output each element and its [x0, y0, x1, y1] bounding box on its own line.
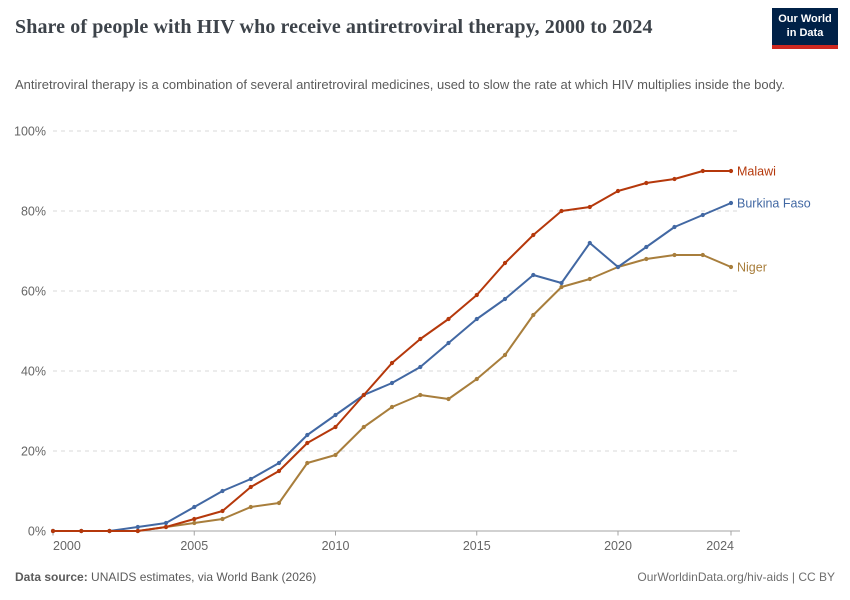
- series-label-niger: Niger: [737, 261, 767, 275]
- series-point-malawi: [220, 508, 225, 514]
- series-point-burkina-faso: [502, 296, 508, 302]
- series-point-burkina-faso: [728, 200, 734, 206]
- series-point-niger: [700, 252, 705, 258]
- series-point-malawi: [79, 528, 84, 534]
- series-point-burkina-faso: [163, 520, 169, 526]
- series-point-malawi: [361, 392, 366, 398]
- x-tick-label: 2005: [180, 539, 208, 553]
- series-point-malawi: [248, 484, 253, 490]
- series-point-burkina-faso: [220, 488, 225, 494]
- y-tick-label: 100%: [14, 125, 46, 139]
- line-chart: 0% 20% 40% 60% 80% 100% 2000 2005 2010 2015 2020 20…: [0, 115, 850, 560]
- series-point-malawi: [615, 188, 621, 194]
- series-point-niger: [333, 452, 338, 458]
- series-point-malawi: [276, 468, 282, 474]
- page-subtitle: Antiretroviral therapy is a combination …: [15, 77, 786, 92]
- series-point-malawi: [446, 316, 451, 322]
- series-point-burkina-faso: [531, 272, 536, 278]
- series-point-niger: [276, 500, 282, 506]
- data-source-label: Data source:: [15, 570, 88, 584]
- series-point-malawi: [728, 168, 734, 174]
- y-tick-label: 60%: [21, 285, 46, 299]
- series-point-niger: [728, 264, 734, 270]
- footer: Data source: UNAIDS estimates, via World…: [15, 570, 835, 584]
- series-point-niger: [418, 392, 423, 398]
- series-point-niger: [502, 352, 508, 358]
- series-point-niger: [644, 256, 649, 262]
- series-point-niger: [672, 252, 677, 258]
- series-point-niger: [192, 520, 197, 526]
- series-point-niger: [474, 376, 479, 382]
- data-source-note: Data source: UNAIDS estimates, via World…: [15, 570, 316, 584]
- series-point-niger: [220, 516, 225, 522]
- series-point-burkina-faso: [644, 244, 649, 250]
- series-point-niger: [305, 460, 310, 466]
- series-point-niger: [587, 276, 592, 282]
- x-tick-label: 2015: [463, 539, 491, 553]
- data-source-text: UNAIDS estimates, via World Bank (2026): [87, 570, 317, 584]
- series-point-burkina-faso: [135, 524, 140, 530]
- series-point-malawi: [418, 336, 423, 342]
- series-point-malawi: [389, 360, 395, 366]
- x-tick-label: 2010: [322, 539, 350, 553]
- series-point-malawi: [474, 292, 479, 298]
- series-point-burkina-faso: [446, 340, 451, 346]
- series-point-burkina-faso: [276, 460, 282, 466]
- series-point-malawi: [502, 260, 508, 266]
- series-point-burkina-faso: [559, 280, 564, 286]
- series-point-niger: [559, 284, 564, 290]
- series-label-burkina-faso: Burkina Faso: [737, 197, 811, 211]
- series-point-malawi: [107, 528, 112, 534]
- line-chart-canvas: 0% 20% 40% 60% 80% 100% 2000 2005 2010 2015 2020 20…: [14, 125, 811, 554]
- series-point-malawi: [305, 440, 310, 446]
- series-point-burkina-faso: [192, 504, 197, 510]
- series-point-burkina-faso: [700, 212, 705, 218]
- page-title: Share of people with HIV who receive ant…: [15, 16, 653, 38]
- series-point-burkina-faso: [389, 380, 395, 386]
- y-tick-label: 0%: [28, 525, 46, 539]
- series-point-malawi: [333, 424, 338, 430]
- series-point-burkina-faso: [248, 476, 253, 482]
- series-point-niger: [389, 404, 395, 410]
- series-point-burkina-faso: [672, 224, 677, 230]
- x-tick-label: 2000: [53, 539, 81, 553]
- series-point-burkina-faso: [305, 432, 310, 438]
- series-point-burkina-faso: [418, 364, 423, 370]
- series-point-malawi: [50, 528, 56, 534]
- y-tick-label: 20%: [21, 445, 46, 459]
- series-point-malawi: [163, 524, 169, 530]
- x-tick-label: 2020: [604, 539, 632, 553]
- series-point-burkina-faso: [474, 316, 479, 322]
- owid-logo[interactable]: Our World in Data: [772, 8, 838, 49]
- series-point-malawi: [587, 204, 592, 210]
- series-point-malawi: [700, 168, 705, 174]
- series-point-malawi: [135, 528, 140, 534]
- series-point-burkina-faso: [333, 412, 338, 418]
- series-point-niger: [361, 424, 366, 430]
- owid-logo-text-line1: Our World: [778, 13, 832, 25]
- credit-link[interactable]: OurWorldinData.org/hiv-aids | CC BY: [637, 570, 835, 584]
- series-point-malawi: [559, 208, 564, 214]
- y-tick-label: 40%: [21, 365, 46, 379]
- series-label-malawi: Malawi: [737, 165, 776, 179]
- series-point-niger: [531, 312, 536, 318]
- series-line-niger: [52, 254, 732, 532]
- y-tick-label: 80%: [21, 205, 46, 219]
- series-point-niger: [446, 396, 451, 402]
- series-line-malawi: [52, 170, 732, 532]
- series-point-burkina-faso: [615, 264, 621, 270]
- x-tick-label: 2024: [706, 539, 734, 553]
- series-point-malawi: [672, 176, 677, 182]
- series-point-malawi: [192, 516, 197, 522]
- series-point-burkina-faso: [587, 240, 592, 246]
- series-point-malawi: [531, 232, 536, 238]
- series-line-burkina-faso: [52, 202, 732, 532]
- owid-logo-text-line2: in Data: [786, 26, 824, 39]
- series-point-malawi: [644, 180, 649, 186]
- series-point-niger: [248, 504, 253, 510]
